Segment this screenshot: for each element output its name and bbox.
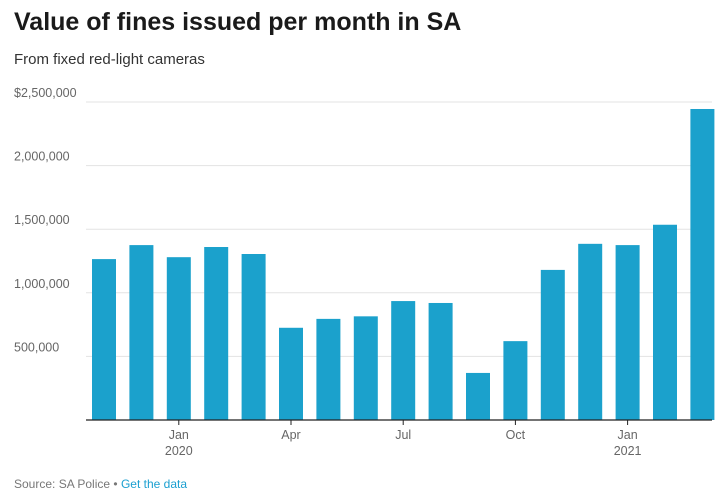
x-tick-label: Apr <box>281 428 300 442</box>
bar <box>503 341 528 420</box>
bar <box>391 301 416 420</box>
chart-subtitle: From fixed red-light cameras <box>14 51 205 68</box>
bar <box>690 108 715 420</box>
bar <box>540 269 565 420</box>
x-tick-label: Oct <box>506 428 526 442</box>
footer: Source: SA Police • Get the data <box>14 477 187 491</box>
y-tick-label: 1,500,000 <box>14 213 70 227</box>
bar <box>129 245 154 420</box>
bar <box>615 245 640 420</box>
y-tick-label: 500,000 <box>14 340 59 354</box>
source-text: Source: SA Police <box>14 477 111 491</box>
bar <box>92 259 116 420</box>
bar <box>653 224 677 420</box>
bar <box>279 327 303 420</box>
bar <box>166 257 191 420</box>
x-tick-year-label: 2020 <box>165 444 193 458</box>
y-tick-label: 2,000,000 <box>14 150 70 164</box>
chart-title: Value of fines issued per month in SA <box>14 8 462 36</box>
bar <box>241 254 266 420</box>
footer-separator: • <box>113 477 118 491</box>
bar <box>204 247 229 420</box>
bar <box>316 318 341 420</box>
bar <box>466 372 490 420</box>
get-the-data-link[interactable]: Get the data <box>120 477 187 491</box>
x-tick-label: Jan <box>618 428 638 442</box>
y-tick-label: $2,500,000 <box>14 86 77 100</box>
x-tick-label: Jul <box>395 428 411 442</box>
x-tick-label: Jan <box>169 428 189 442</box>
x-tick-year-label: 2021 <box>614 444 642 458</box>
y-tick-label: 1,000,000 <box>14 277 70 291</box>
bar <box>353 316 378 420</box>
bar <box>578 243 603 420</box>
bar-chart: 500,000 1,000,000 1,500,000 2,000,000 $2,500… <box>14 86 715 458</box>
bar <box>428 302 453 420</box>
